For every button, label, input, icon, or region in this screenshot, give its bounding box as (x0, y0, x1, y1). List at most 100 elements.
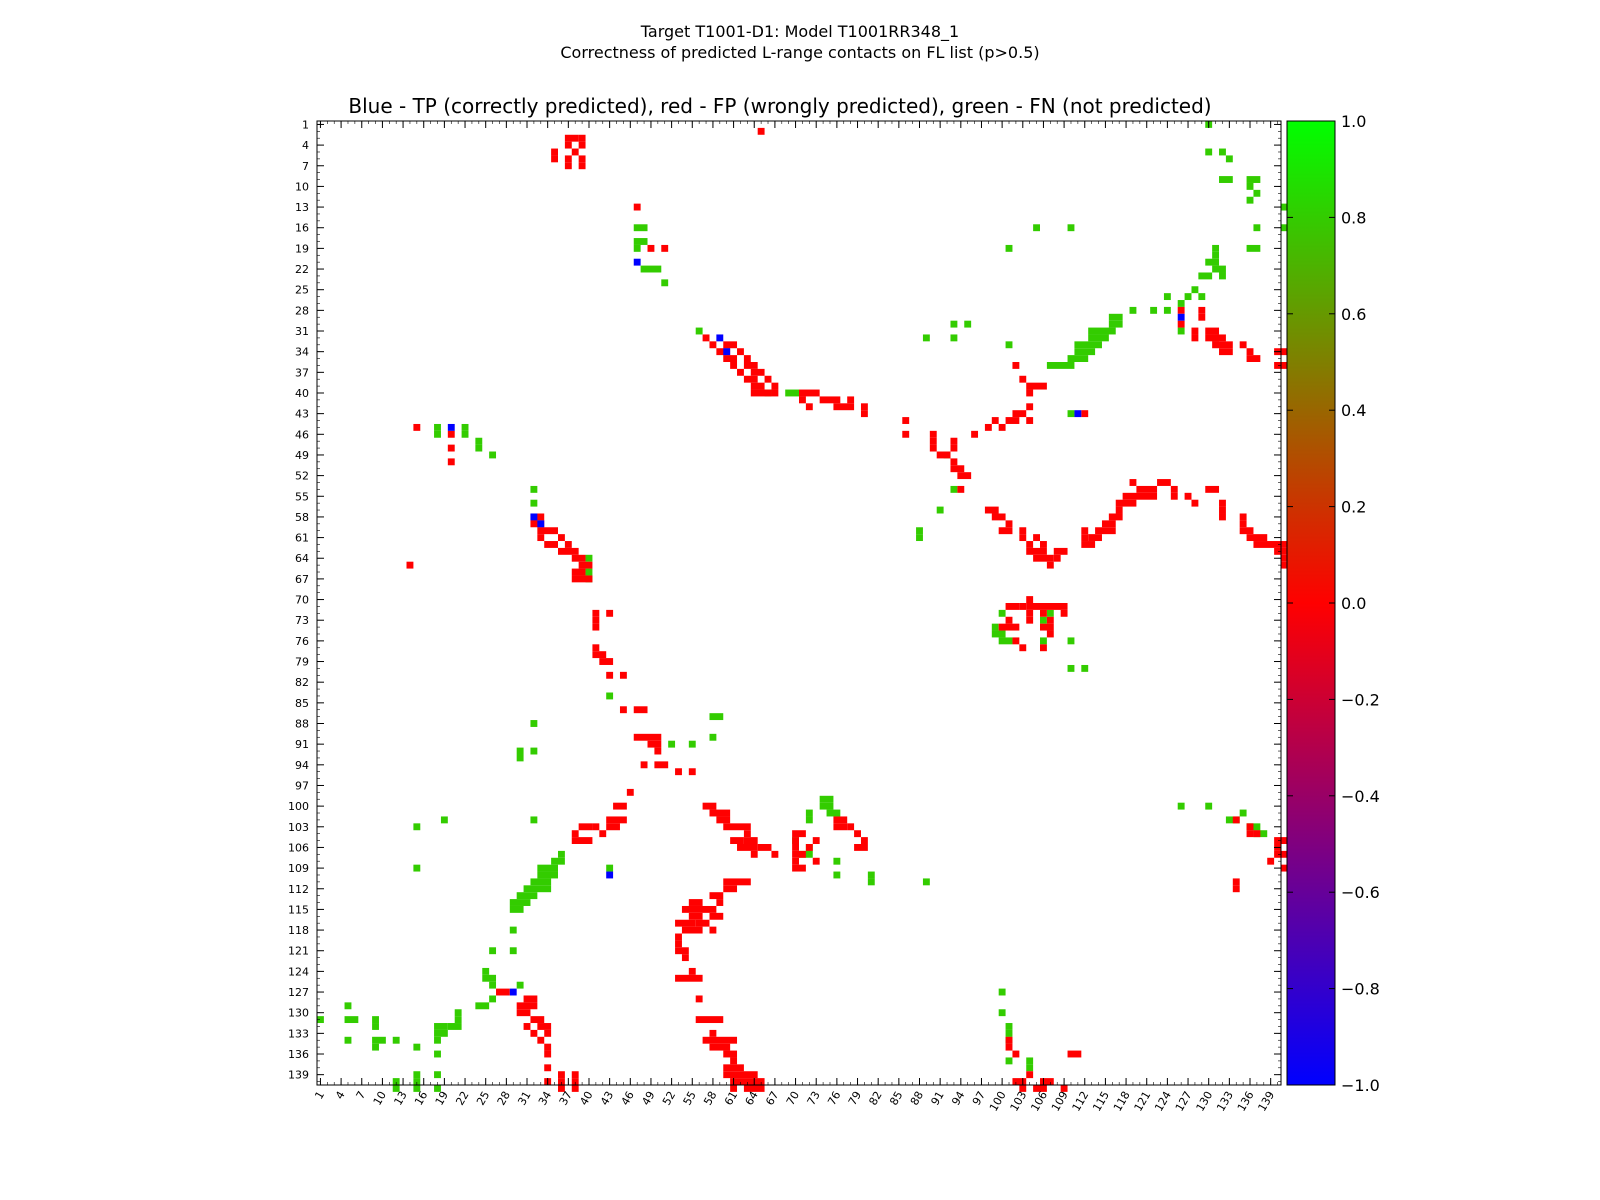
x-tick-label: 136 (1235, 1089, 1257, 1114)
fp-contact-cell (606, 671, 614, 679)
fp-contact-cell (792, 844, 799, 851)
y-tick-label: 79 (295, 656, 309, 669)
fp-contact-cell (929, 444, 937, 452)
fp-contact-cell (805, 844, 813, 851)
y-tick-label: 76 (295, 635, 309, 648)
fn-contact-cell (530, 816, 538, 824)
fp-contact-cell (695, 995, 703, 1003)
fn-contact-cell (344, 1002, 352, 1010)
fn-contact-cell (998, 637, 1013, 645)
axes: 1 4 7 10 13 16 19 22 25 28 31 34 37 40 43 46 49 52 55 58 61 6… (288, 118, 1281, 1114)
x-tick-label: 97 (970, 1089, 988, 1108)
fp-contact-cell (1012, 637, 1020, 645)
fp-contact-cell (957, 485, 965, 493)
fp-contact-cell (1184, 492, 1192, 500)
fp-contact-cell (1170, 492, 1178, 500)
fp-contact-cell (654, 747, 662, 755)
fp-contact-cell (681, 926, 703, 934)
fn-contact-cell (1281, 203, 1288, 211)
fn-contact-cell (434, 1036, 441, 1044)
fp-contact-cell (592, 623, 600, 631)
fp-contact-cell (709, 912, 724, 920)
fp-contact-cell (1081, 534, 1089, 542)
fp-contact-cell (1177, 320, 1185, 328)
fp-contact-cell (558, 1071, 565, 1079)
fn-contact-cell (537, 864, 558, 872)
fp-contact-cell (564, 541, 572, 548)
colorbar-ticks: 1.0 0.8 0.6 0.4 0.2 0.0 −0.2 −0.4 −0.6 −0.8 −1.0 (1287, 112, 1380, 1095)
fn-contact-cell (916, 527, 923, 535)
fp-contact-cell (619, 706, 627, 714)
fn-contact-cell (606, 864, 614, 872)
fn-contact-cell (1212, 265, 1226, 273)
fp-contact-cell (716, 899, 724, 906)
fp-contact-cell (1067, 1050, 1082, 1058)
fp-contact-cell (537, 527, 558, 535)
fp-contact-cell (723, 355, 738, 362)
fp-contact-cell (950, 458, 958, 466)
fp-contact-cell (991, 417, 999, 424)
fp-contact-cell (1040, 541, 1047, 548)
fn-contact-cell (530, 720, 538, 727)
fn-contact-cell (516, 981, 524, 989)
x-tick-label: 25 (474, 1089, 492, 1108)
fn-contact-cell (785, 389, 799, 397)
y-tick-label: 127 (288, 986, 309, 999)
fp-contact-cell (1219, 513, 1226, 521)
fn-contact-cell (516, 892, 538, 900)
fp-contact-cell (1005, 616, 1013, 624)
fp-contact-cell (592, 609, 600, 617)
fp-contact-cell (675, 768, 682, 776)
fn-contact-cell (1163, 293, 1171, 301)
fp-contact-cell (854, 830, 861, 838)
fn-contact-cell (1150, 306, 1158, 314)
fp-contact-cell (654, 761, 669, 769)
fn-contact-cell (1005, 341, 1013, 349)
fp-contact-cell (1046, 561, 1054, 569)
fn-contact-cell (1088, 327, 1116, 335)
fp-contact-cell (750, 389, 772, 397)
y-tick-label: 7 (302, 160, 309, 173)
y-tick-label: 109 (288, 862, 309, 875)
fn-contact-cell (867, 871, 875, 879)
x-tick-label: 40 (577, 1089, 595, 1108)
y-tick-label: 136 (288, 1048, 309, 1061)
fn-contact-cell (1088, 334, 1109, 342)
y-tick-label: 58 (295, 511, 309, 524)
fn-contact-cell (950, 334, 958, 342)
fp-contact-cell (1019, 644, 1027, 652)
fn-contact-cell (1026, 1064, 1034, 1072)
colorbar-tick-label: −1.0 (1341, 1076, 1380, 1095)
fp-contact-cell (737, 368, 744, 376)
fn-contact-cell (1205, 258, 1220, 266)
fp-contact-cell (647, 740, 662, 748)
fp-contact-cell (695, 1016, 724, 1024)
fp-contact-cell (1198, 313, 1206, 321)
fn-contact-cell (1191, 286, 1199, 294)
fn-contact-cell (1005, 1023, 1013, 1030)
fn-contact-cell (434, 1071, 441, 1079)
x-tick-label: 130 (1194, 1089, 1216, 1114)
fn-contact-cell (1067, 355, 1089, 362)
fp-contact-cell (1026, 389, 1034, 397)
fp-contact-cell (1019, 527, 1027, 535)
fn-contact-cell (489, 995, 497, 1003)
fp-contact-cell (675, 974, 703, 982)
fp-contact-cell (1246, 348, 1254, 356)
fp-contact-cell (998, 623, 1020, 631)
fp-contact-cell (633, 706, 648, 714)
fp-contact-cell (743, 355, 751, 362)
fp-contact-cell (730, 1078, 765, 1085)
fn-contact-cell (1040, 616, 1047, 624)
fn-contact-cell (1033, 224, 1040, 232)
fn-contact-cell (998, 1009, 1006, 1017)
y-tick-label: 70 (295, 594, 309, 607)
x-tick-label: 16 (412, 1089, 430, 1108)
fp-contact-cell (771, 389, 779, 397)
fp-contact-cell (681, 905, 717, 913)
fp-contact-cell (688, 912, 703, 920)
fp-contact-cell (743, 375, 758, 383)
tp-contact-cell (509, 988, 517, 996)
fn-contact-cell (709, 713, 724, 721)
fp-contact-cell (929, 437, 937, 445)
